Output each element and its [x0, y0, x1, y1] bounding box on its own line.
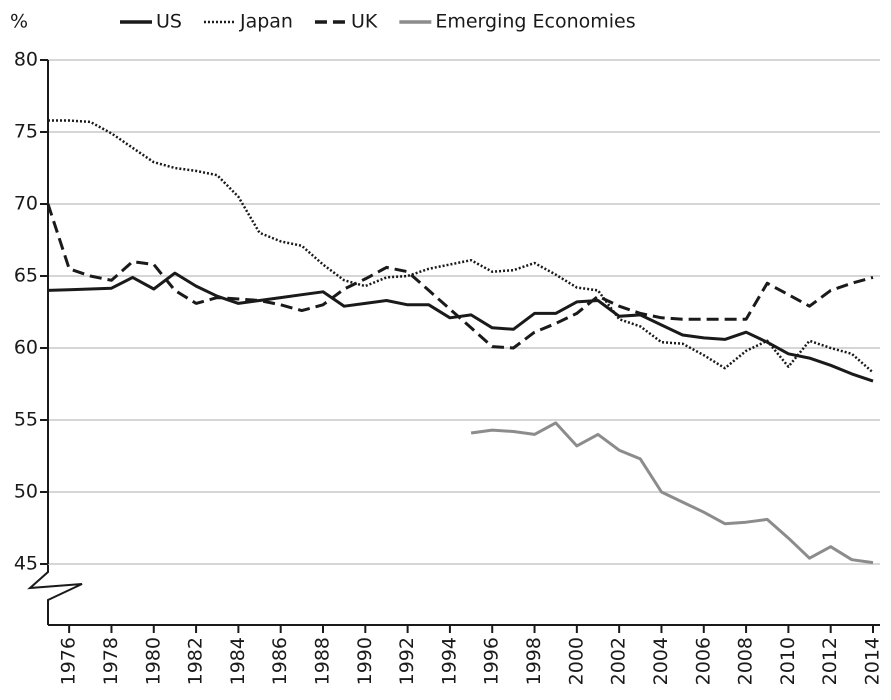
x-tick-label: 2010 [777, 637, 799, 685]
x-tick-label: 1994 [438, 637, 460, 685]
axis-break [27, 564, 83, 625]
x-tick-label: 1992 [396, 637, 418, 685]
x-tick-label: 1976 [58, 637, 80, 685]
x-tick-label: 1980 [142, 637, 164, 685]
x-tick-label: 1978 [100, 637, 122, 685]
x-tick-label: 1982 [185, 637, 207, 685]
x-tick-label: 2012 [819, 637, 841, 685]
legend-label: UK [351, 11, 378, 33]
x-tick-label: 2014 [862, 637, 884, 685]
y-axis-label: % [10, 11, 28, 33]
x-tick-label: 2002 [608, 637, 630, 685]
y-tick-label: 80 [14, 49, 38, 71]
legend-label: Emerging Economies [435, 11, 635, 33]
y-tick-label: 65 [14, 265, 38, 287]
series-line [47, 271, 874, 383]
x-tick-label: 1996 [481, 637, 503, 685]
y-tick-label: 75 [14, 121, 38, 143]
x-tick-label: 1988 [312, 637, 334, 685]
x-tick-label: 1998 [523, 637, 545, 685]
y-tick-label: 45 [14, 553, 38, 575]
legend-label: US [156, 11, 182, 33]
y-tick-label: 70 [14, 193, 38, 215]
y-tick-label: 55 [14, 409, 38, 431]
legend-label: Japan [239, 11, 293, 33]
x-tick-label: 2000 [565, 637, 587, 685]
x-tick-label: 2004 [650, 637, 672, 685]
x-tick-label: 1990 [354, 637, 376, 685]
x-tick-label: 1984 [227, 637, 249, 685]
x-tick-label: 2006 [692, 637, 714, 685]
series-line [46, 203, 874, 350]
series-line [470, 421, 874, 565]
y-tick-label: 50 [14, 481, 38, 503]
x-tick-label: 2008 [735, 637, 757, 685]
y-tick-label: 60 [14, 337, 38, 359]
x-tick-label: 1986 [269, 637, 291, 685]
